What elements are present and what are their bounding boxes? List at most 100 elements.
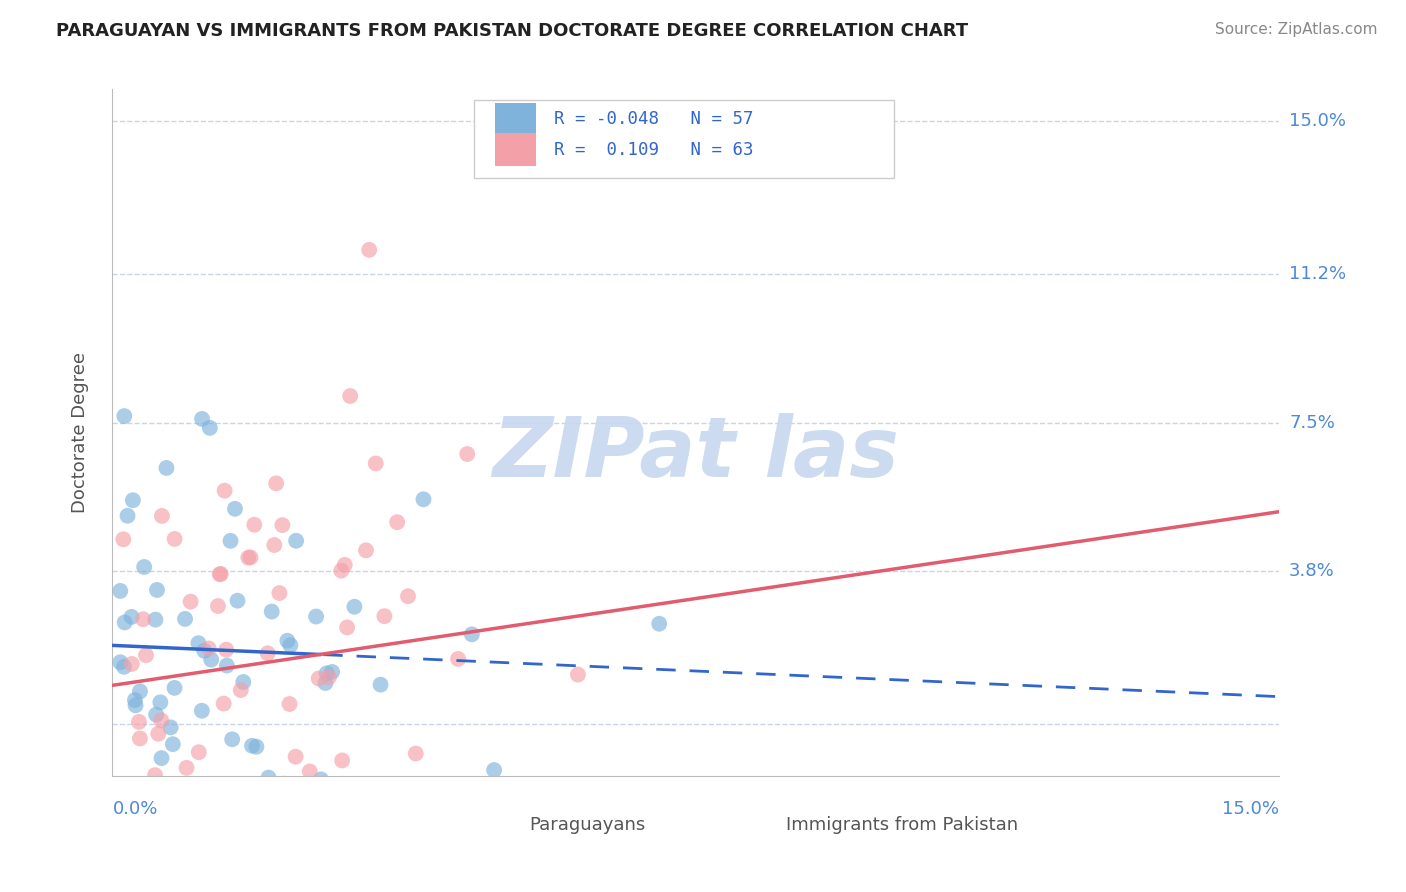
- Point: [343, 599, 366, 614]
- Point: [174, 612, 197, 626]
- Text: PARAGUAYAN VS IMMIGRANTS FROM PAKISTAN DOCTORATE DEGREE CORRELATION CHART: PARAGUAYAN VS IMMIGRANTS FROM PAKISTAN D…: [56, 22, 969, 40]
- FancyBboxPatch shape: [486, 812, 515, 838]
- Point: [215, 658, 238, 673]
- Point: [187, 745, 209, 759]
- Point: [148, 727, 170, 741]
- Point: [276, 633, 298, 648]
- Point: [219, 533, 242, 548]
- Text: 11.2%: 11.2%: [1289, 265, 1347, 283]
- Text: 3.8%: 3.8%: [1289, 562, 1334, 580]
- Point: [339, 389, 361, 403]
- Point: [112, 533, 135, 547]
- Point: [264, 476, 287, 491]
- Text: Immigrants from Pakistan: Immigrants from Pakistan: [786, 816, 1018, 834]
- Point: [172, 780, 194, 794]
- Text: R =  0.109   N = 63: R = 0.109 N = 63: [554, 141, 754, 159]
- Point: [318, 670, 340, 684]
- Point: [330, 564, 353, 578]
- Point: [269, 586, 291, 600]
- Point: [359, 243, 381, 257]
- Point: [385, 515, 408, 529]
- Point: [336, 620, 359, 634]
- Point: [149, 838, 172, 852]
- Point: [198, 421, 221, 435]
- Point: [112, 409, 135, 423]
- Point: [271, 518, 294, 533]
- Point: [315, 666, 337, 681]
- Text: 7.5%: 7.5%: [1289, 414, 1336, 432]
- Point: [114, 615, 136, 630]
- Point: [405, 747, 427, 761]
- Point: [163, 532, 186, 546]
- Point: [204, 886, 226, 892]
- Point: [308, 672, 330, 686]
- Point: [333, 558, 356, 572]
- Point: [110, 583, 132, 598]
- Point: [257, 771, 280, 785]
- Point: [135, 648, 157, 663]
- Point: [228, 871, 250, 886]
- FancyBboxPatch shape: [742, 812, 772, 838]
- Point: [482, 763, 505, 777]
- Text: 15.0%: 15.0%: [1222, 800, 1279, 818]
- Point: [191, 704, 214, 718]
- Point: [110, 830, 132, 845]
- Point: [354, 543, 377, 558]
- Point: [278, 697, 301, 711]
- Point: [159, 720, 181, 734]
- Point: [145, 613, 167, 627]
- Point: [122, 493, 145, 508]
- Point: [150, 714, 173, 728]
- Point: [240, 739, 263, 753]
- Point: [134, 560, 156, 574]
- Point: [132, 612, 155, 626]
- Point: [364, 457, 387, 471]
- Point: [155, 461, 177, 475]
- Point: [193, 644, 215, 658]
- Point: [187, 636, 209, 650]
- Point: [143, 768, 166, 782]
- FancyBboxPatch shape: [474, 100, 894, 178]
- Point: [447, 652, 470, 666]
- Point: [183, 849, 205, 863]
- Point: [321, 665, 343, 679]
- Point: [215, 642, 238, 657]
- Point: [112, 660, 135, 674]
- Point: [456, 447, 478, 461]
- Point: [256, 646, 278, 660]
- Point: [285, 533, 308, 548]
- Point: [263, 538, 285, 552]
- Point: [240, 874, 263, 888]
- Point: [149, 695, 172, 709]
- Point: [176, 761, 198, 775]
- Point: [150, 751, 173, 765]
- Point: [129, 797, 152, 812]
- Point: [162, 737, 184, 751]
- FancyBboxPatch shape: [495, 133, 536, 166]
- Point: [159, 833, 181, 847]
- Point: [280, 638, 302, 652]
- Point: [150, 508, 173, 523]
- Point: [209, 566, 232, 581]
- Point: [208, 567, 231, 582]
- Point: [191, 412, 214, 426]
- Text: Paraguayans: Paraguayans: [529, 816, 645, 834]
- Point: [309, 772, 332, 787]
- Point: [110, 847, 132, 862]
- Point: [110, 798, 132, 813]
- Point: [648, 616, 671, 631]
- Point: [370, 678, 392, 692]
- Point: [260, 605, 283, 619]
- Point: [124, 693, 146, 707]
- Point: [298, 764, 321, 779]
- Point: [207, 599, 229, 613]
- Point: [124, 698, 146, 713]
- Point: [224, 501, 246, 516]
- Point: [121, 610, 143, 624]
- Point: [163, 681, 186, 695]
- Point: [145, 707, 167, 722]
- Point: [330, 754, 353, 768]
- Point: [117, 508, 139, 523]
- Point: [146, 582, 169, 597]
- Point: [373, 609, 395, 624]
